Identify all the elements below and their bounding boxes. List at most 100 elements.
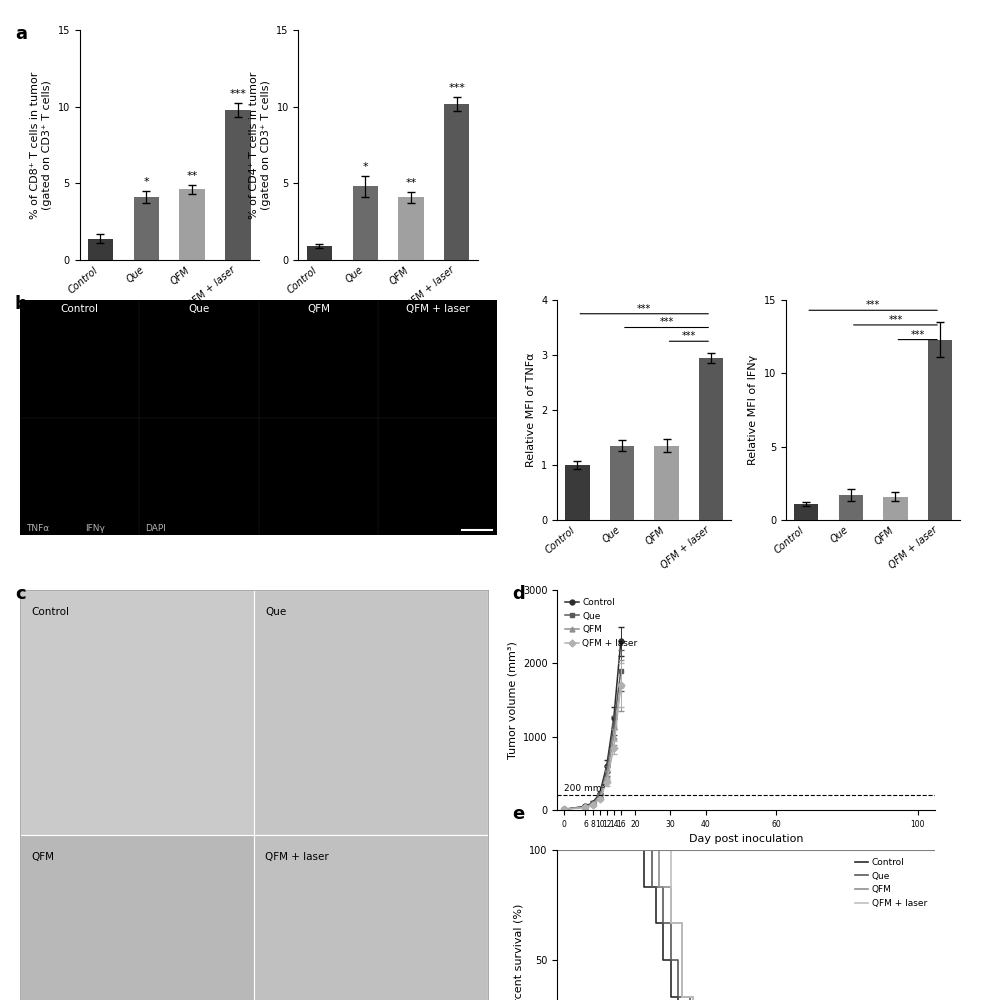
Text: QFM + laser: QFM + laser [406, 304, 469, 314]
Text: ***: *** [910, 330, 923, 340]
Bar [306, 246, 332, 260]
Que [664, 954, 676, 966]
Text: TNFα: TNFα [26, 524, 49, 533]
X-axis label: Day post inoculation: Day post inoculation [688, 834, 803, 844]
Y-axis label: % of CD8⁺ T cells in tumor
(gated on CD3⁺ T cells): % of CD8⁺ T cells in tumor (gated on CD3… [30, 71, 52, 219]
Text: Que: Que [265, 607, 286, 617]
Text: d: d [512, 585, 525, 603]
Text: Control: Control [32, 607, 70, 617]
Bar [926, 340, 951, 520]
Y-axis label: Relative MFI of IFNγ: Relative MFI of IFNγ [747, 355, 757, 465]
Bar [133, 197, 159, 260]
QFM + laser [593, 793, 605, 805]
Bar [565, 465, 589, 520]
Control [593, 788, 605, 800]
Line: Control: Control [557, 850, 934, 1000]
Y-axis label: % of CD4⁺ T cells in tumor
(gated on CD3⁺ T cells): % of CD4⁺ T cells in tumor (gated on CD3… [248, 71, 270, 219]
QFM + laser [558, 803, 570, 815]
Que [656, 917, 668, 929]
Control [649, 917, 661, 929]
Bar [225, 110, 250, 260]
QFM + laser [664, 917, 676, 929]
QFM + laser [675, 991, 687, 1000]
Text: Que: Que [188, 304, 210, 314]
QFM [551, 844, 563, 856]
Bar [883, 497, 907, 520]
Que [614, 665, 626, 677]
Que [593, 789, 605, 801]
QFM [675, 991, 687, 1000]
Bar [698, 358, 723, 520]
Text: ***: *** [448, 83, 465, 93]
Line: QFM: QFM [557, 850, 934, 1000]
Bar [654, 446, 678, 520]
Bar [253, 590, 487, 835]
Control [586, 797, 598, 809]
Line: Que: Que [562, 668, 622, 812]
Bar [87, 239, 113, 260]
QFM [558, 803, 570, 815]
Control [607, 712, 619, 724]
Text: Control: Control [61, 304, 98, 314]
Bar [793, 504, 818, 520]
Control [551, 844, 563, 856]
Control [558, 803, 570, 815]
Line: Que: Que [557, 850, 934, 1000]
QFM + laser [607, 742, 619, 754]
Text: **: ** [186, 171, 198, 181]
Text: IFNγ: IFNγ [85, 524, 105, 533]
Text: *: * [362, 162, 368, 172]
Que [586, 797, 598, 809]
Bar [20, 590, 253, 835]
Text: QFM + laser: QFM + laser [265, 852, 329, 862]
QFM [586, 798, 598, 810]
Text: ***: *** [888, 315, 902, 325]
Y-axis label: Relative MFI of TNFα: Relative MFI of TNFα [525, 353, 535, 467]
Text: 200 mm³: 200 mm³ [564, 784, 604, 793]
Legend: Control, Que, QFM, QFM + laser: Control, Que, QFM, QFM + laser [850, 855, 929, 911]
Control [614, 635, 626, 647]
Text: ***: *** [659, 318, 673, 328]
Line: QFM + laser: QFM + laser [562, 683, 622, 812]
Que [558, 803, 570, 815]
Text: ***: *** [865, 300, 880, 310]
Control [626, 844, 638, 856]
QFM + laser [653, 844, 665, 856]
Text: QFM: QFM [306, 304, 330, 314]
Line: QFM: QFM [562, 683, 622, 812]
Que [607, 720, 619, 732]
QFM [593, 791, 605, 803]
QFM [641, 844, 653, 856]
Bar [443, 104, 469, 260]
Text: e: e [512, 805, 524, 823]
Control [637, 881, 649, 893]
QFM + laser [586, 799, 598, 811]
QFM [607, 731, 619, 743]
Bar [352, 186, 378, 260]
Control [579, 800, 590, 812]
Bar [398, 197, 423, 260]
Text: ***: *** [681, 331, 695, 341]
Legend: Control, Que, QFM, QFM + laser: Control, Que, QFM, QFM + laser [562, 595, 641, 651]
QFM [579, 801, 590, 813]
Text: b: b [15, 295, 28, 313]
Text: *: * [143, 177, 149, 187]
QFM [664, 917, 676, 929]
QFM [600, 770, 612, 782]
Line: QFM + laser: QFM + laser [557, 850, 934, 1000]
Que [672, 991, 684, 1000]
QFM + laser [551, 844, 563, 856]
Bar [179, 189, 205, 260]
QFM + laser [614, 679, 626, 691]
Control [664, 991, 676, 1000]
Text: QFM: QFM [32, 852, 55, 862]
Que [634, 844, 646, 856]
Y-axis label: Tumor volume (mm³): Tumor volume (mm³) [507, 641, 517, 759]
QFM [614, 679, 626, 691]
QFM [653, 881, 665, 893]
Que [645, 881, 657, 893]
Text: a: a [15, 25, 27, 43]
Line: Control: Control [562, 639, 622, 812]
QFM + laser [600, 776, 612, 788]
Text: c: c [15, 585, 26, 603]
